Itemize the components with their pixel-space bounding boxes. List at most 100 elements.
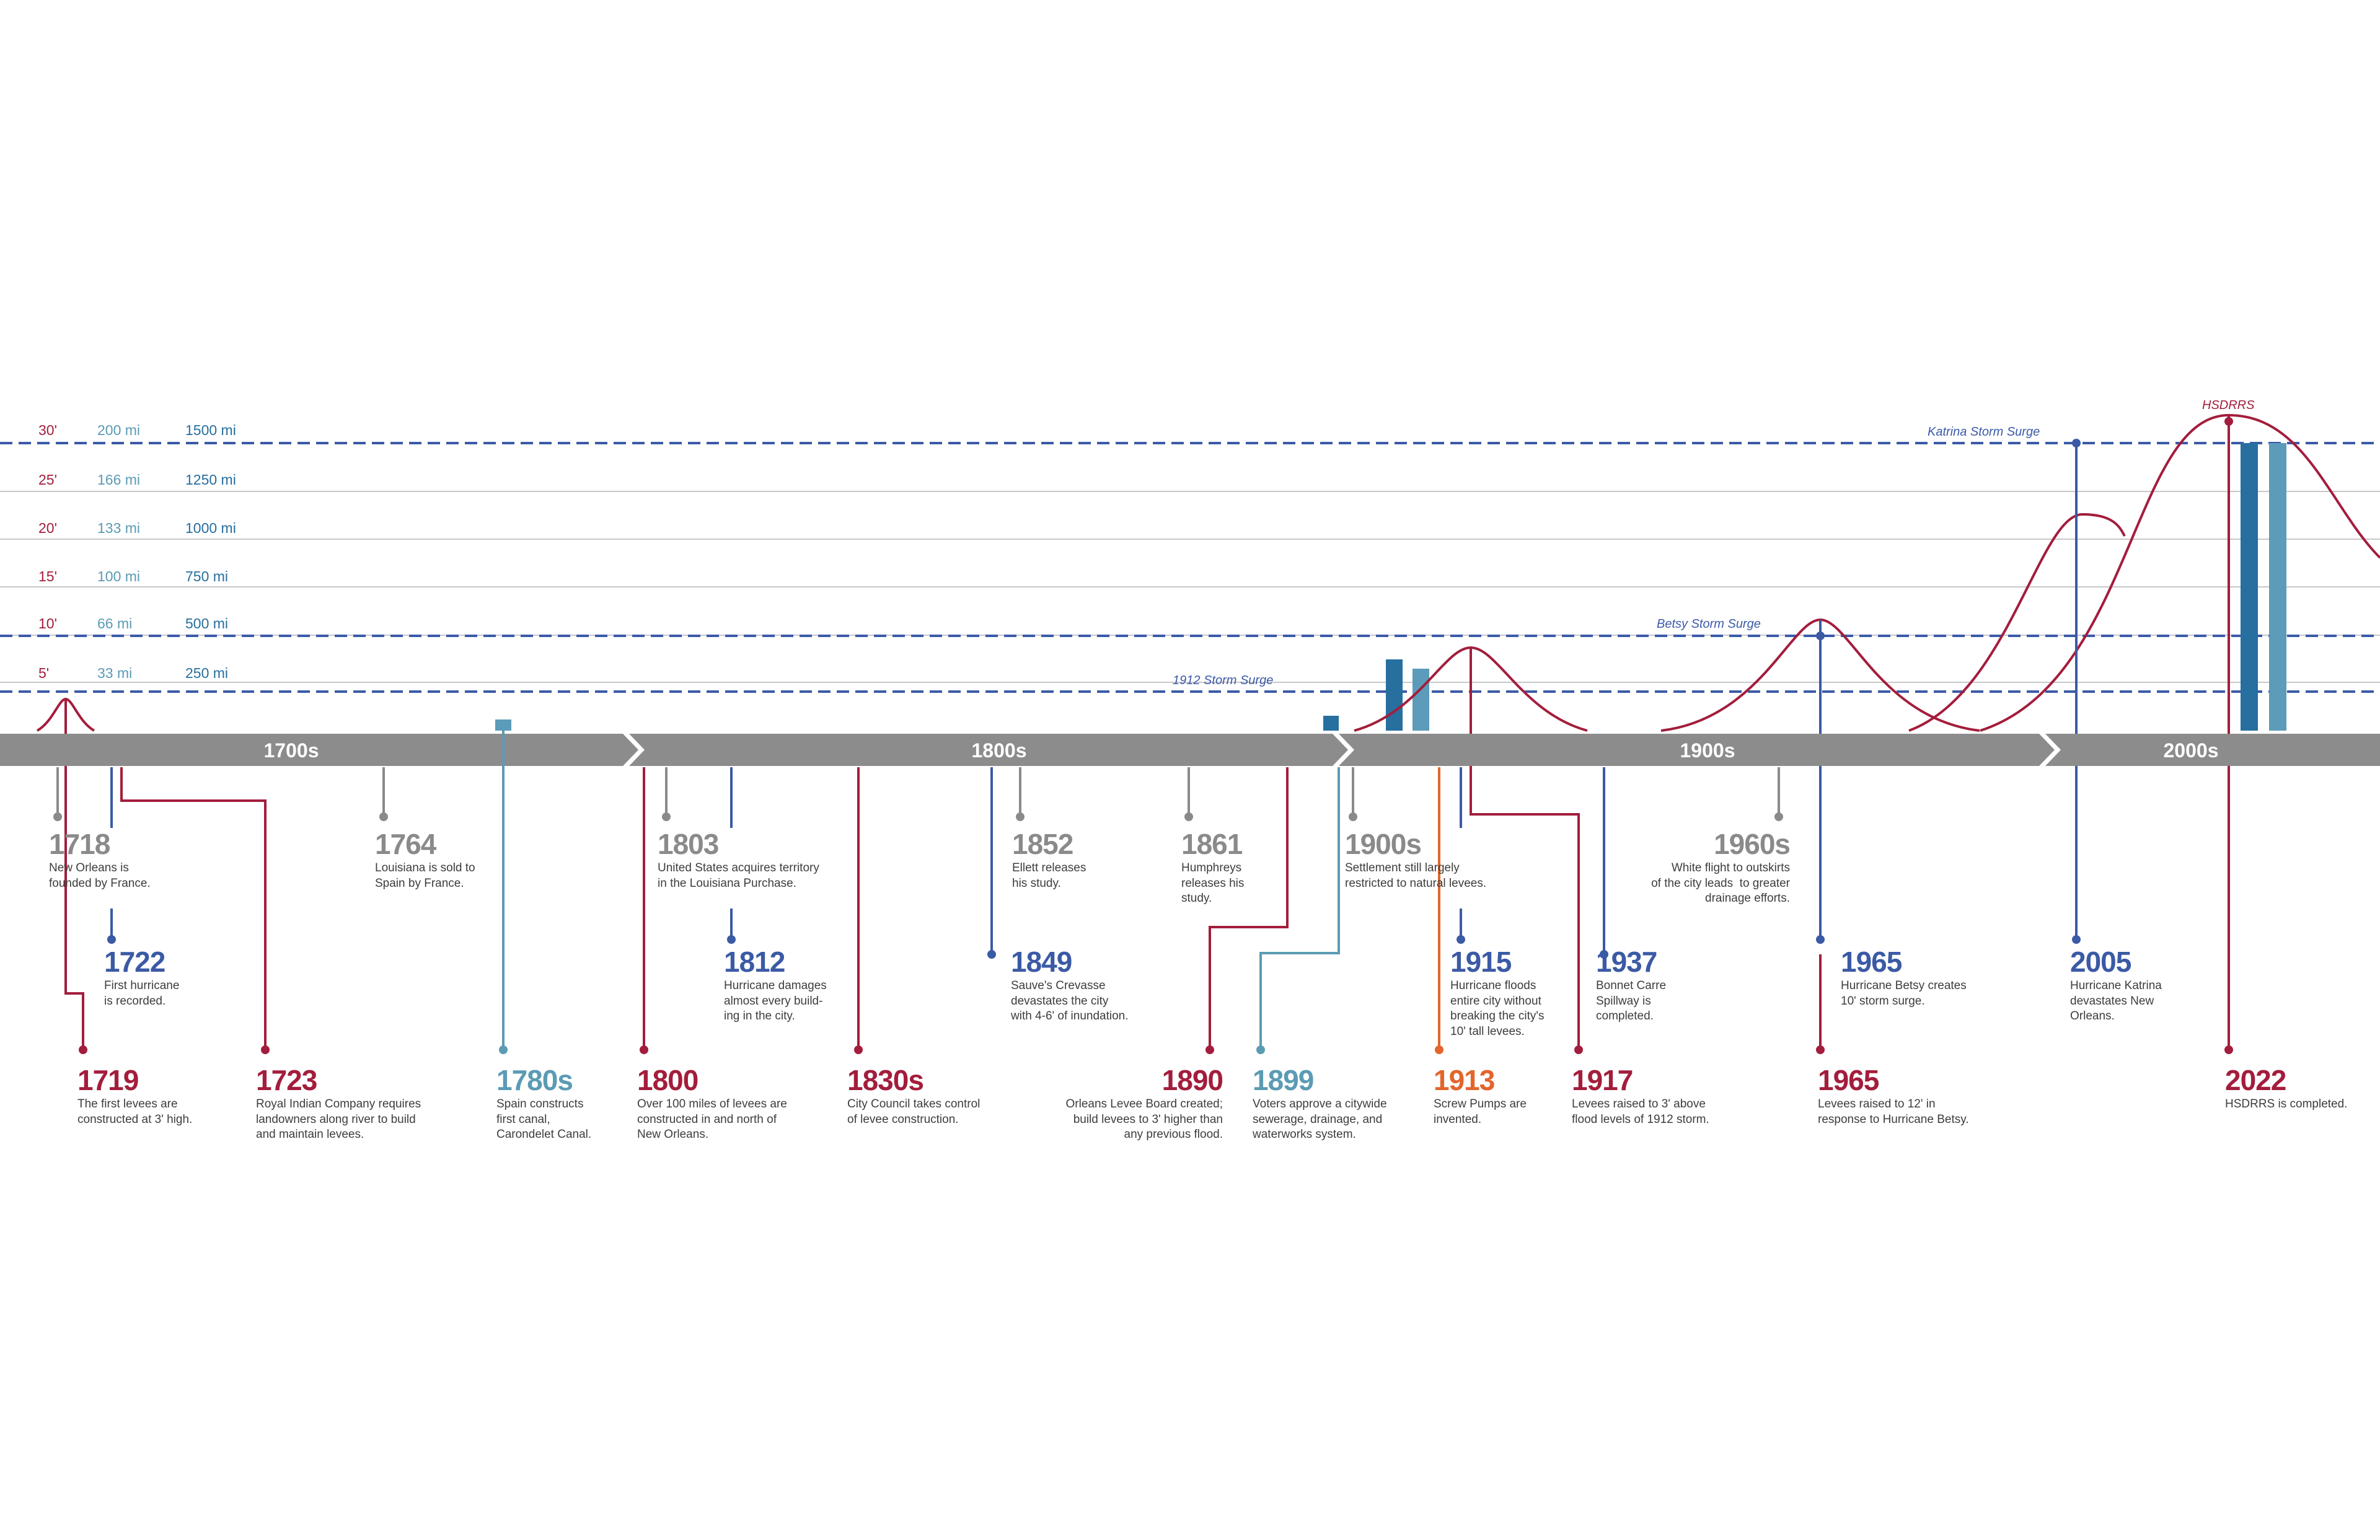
event-year: 1890 bbox=[1161, 1064, 1223, 1096]
levee-bars bbox=[495, 443, 2286, 731]
scale-surge-33: 33 mi bbox=[97, 665, 132, 681]
curve-2005 bbox=[1908, 513, 2126, 732]
event-year: 1849 bbox=[1011, 946, 1072, 978]
curve-2022 bbox=[1980, 413, 2380, 732]
event-year: 1812 bbox=[724, 946, 785, 978]
event-1812: 1812 Hurricane damages almost every buil… bbox=[724, 946, 827, 1024]
event-1830s: 1830s City Council takes control of leve… bbox=[847, 1065, 980, 1127]
bar-1780s bbox=[495, 719, 511, 731]
event-year: 1899 bbox=[1253, 1064, 1314, 1096]
event-desc: Orleans Levee Board created; build levee… bbox=[1065, 1098, 1223, 1141]
event-1917: 1917 Levees raised to 3' above flood lev… bbox=[1572, 1065, 1709, 1127]
event-desc: Ellett releases his study. bbox=[1012, 861, 1086, 890]
event-1937: 1937 Bonnet Carre Spillway is completed. bbox=[1596, 946, 1666, 1024]
event-year: 1803 bbox=[658, 828, 719, 860]
surge-1912-label: 1912 Storm Surge bbox=[1173, 674, 1273, 687]
scale-area-1250: 1250 mi bbox=[185, 472, 236, 488]
event-desc: Hurricane Betsy creates 10' storm surge. bbox=[1841, 979, 1967, 1008]
event-year: 1937 bbox=[1596, 946, 1657, 978]
event-1965-levees: 1965 Levees raised to 12' in response to… bbox=[1818, 1065, 1969, 1127]
event-year: 1830s bbox=[847, 1064, 924, 1096]
event-1960s: 1960s White flight to outskirts of the c… bbox=[1651, 828, 1791, 907]
event-year: 1960s bbox=[1714, 828, 1791, 860]
scale-surge-200: 200 mi bbox=[97, 422, 140, 438]
era-1800s: 1800s bbox=[972, 739, 1027, 762]
bar-1912-dark bbox=[1386, 659, 1403, 731]
event-desc: Sauve's Crevasse devastates the city wit… bbox=[1011, 979, 1129, 1023]
leader-dots bbox=[53, 417, 2233, 1054]
event-desc: Voters approve a citywide sewerage, drai… bbox=[1253, 1098, 1387, 1141]
scale-area-250: 250 mi bbox=[185, 665, 228, 681]
betsy-surge-label: Betsy Storm Surge bbox=[1657, 617, 1761, 631]
event-desc: HSDRRS is completed. bbox=[2225, 1098, 2348, 1111]
event-year: 1722 bbox=[104, 946, 165, 978]
scale-surge-166: 166 mi bbox=[97, 472, 140, 488]
event-year: 2022 bbox=[2225, 1064, 2286, 1096]
event-year: 1915 bbox=[1450, 946, 1512, 978]
event-year: 1965 bbox=[1841, 946, 1902, 978]
era-1700s: 1700s bbox=[264, 739, 319, 762]
event-1719: 1719 The first levees are constructed at… bbox=[77, 1065, 192, 1127]
event-year: 1965 bbox=[1818, 1064, 1879, 1096]
event-year: 1723 bbox=[256, 1064, 317, 1096]
scale-area-750: 750 mi bbox=[185, 568, 228, 584]
scale-surge-133: 133 mi bbox=[97, 520, 140, 536]
event-1899: 1899 Voters approve a citywide sewerage,… bbox=[1253, 1065, 1387, 1143]
scale-labels: 30' 25' 20' 15' 10' 5' 200 mi 166 mi 133… bbox=[38, 422, 236, 681]
event-1722: 1722 First hurricane is recorded. bbox=[104, 946, 179, 1009]
scale-feet-10: 10' bbox=[38, 615, 57, 631]
event-desc: United States acquires territory in the … bbox=[658, 861, 819, 890]
era-band: 1700s 1800s 1900s 2000s bbox=[0, 734, 2380, 766]
event-1849: 1849 Sauve's Crevasse devastates the cit… bbox=[1011, 946, 1129, 1024]
event-1861: 1861 Humphreys releases his study. bbox=[1181, 829, 1244, 907]
event-desc: Hurricane floods entire city without bre… bbox=[1450, 979, 1545, 1038]
scale-area-1000: 1000 mi bbox=[185, 520, 236, 536]
event-year: 1719 bbox=[77, 1064, 139, 1096]
leader-lines bbox=[56, 415, 2230, 1050]
event-desc: Settlement still largely restricted to n… bbox=[1345, 861, 1487, 890]
event-1913: 1913 Screw Pumps are invented. bbox=[1434, 1065, 1527, 1127]
event-desc: City Council takes control of levee cons… bbox=[847, 1098, 981, 1126]
hsdrrs-label: HSDRRS bbox=[2202, 398, 2255, 412]
event-desc: Spain constructs first canal, Carondelet… bbox=[496, 1098, 592, 1141]
event-year: 1917 bbox=[1572, 1064, 1633, 1096]
event-year: 1800 bbox=[637, 1064, 699, 1096]
event-1718: 1718 New Orleans is founded by France. bbox=[49, 829, 151, 891]
event-year: 1718 bbox=[49, 828, 110, 860]
event-desc: Royal Indian Company requires landowners… bbox=[256, 1098, 421, 1141]
event-year: 1913 bbox=[1434, 1064, 1495, 1096]
event-desc: Hurricane Katrina devastates New Orleans… bbox=[2070, 979, 2162, 1023]
event-1852: 1852 Ellett releases his study. bbox=[1012, 829, 1086, 891]
event-1723: 1723 Royal Indian Company requires lando… bbox=[256, 1065, 421, 1143]
event-2005: 2005 Hurricane Katrina devastates New Or… bbox=[2070, 946, 2162, 1024]
scale-area-1500: 1500 mi bbox=[185, 422, 236, 438]
event-1965-betsy: 1965 Hurricane Betsy creates 10' storm s… bbox=[1841, 946, 1967, 1009]
event-desc: New Orleans is founded by France. bbox=[49, 861, 151, 890]
event-desc: Louisiana is sold to Spain by France. bbox=[375, 861, 475, 890]
event-year: 2005 bbox=[2070, 946, 2131, 978]
era-2000s: 2000s bbox=[2164, 739, 2219, 762]
event-desc: Bonnet Carre Spillway is completed. bbox=[1596, 979, 1667, 1023]
event-desc: White flight to outskirts of the city le… bbox=[1651, 861, 1790, 905]
event-1764: 1764 Louisiana is sold to Spain by Franc… bbox=[375, 829, 475, 891]
surge-lines bbox=[0, 442, 2380, 693]
event-desc: First hurricane is recorded. bbox=[104, 979, 180, 1008]
event-desc: Levees raised to 3' above flood levels o… bbox=[1572, 1098, 1709, 1126]
event-1803: 1803 United States acquires territory in… bbox=[658, 829, 819, 891]
event-year: 1764 bbox=[375, 828, 436, 860]
event-1890: 1890 Orleans Levee Board created; build … bbox=[1066, 1065, 1223, 1143]
bar-1890 bbox=[1323, 716, 1339, 731]
event-1915: 1915 Hurricane floods entire city withou… bbox=[1450, 946, 1544, 1039]
scale-surge-66: 66 mi bbox=[97, 615, 132, 631]
scale-surge-100: 100 mi bbox=[97, 568, 140, 584]
event-desc: Screw Pumps are invented. bbox=[1434, 1098, 1527, 1126]
scale-feet-15: 15' bbox=[38, 568, 57, 584]
event-year: 1861 bbox=[1181, 828, 1243, 860]
event-1800: 1800 Over 100 miles of levees are constr… bbox=[637, 1065, 787, 1143]
scale-feet-5: 5' bbox=[38, 665, 49, 681]
event-1900s: 1900s Settlement still largely restricte… bbox=[1345, 829, 1486, 891]
event-desc: Levees raised to 12' in response to Hurr… bbox=[1818, 1098, 1969, 1126]
event-year: 1780s bbox=[496, 1064, 573, 1096]
scale-feet-30: 30' bbox=[38, 422, 57, 438]
